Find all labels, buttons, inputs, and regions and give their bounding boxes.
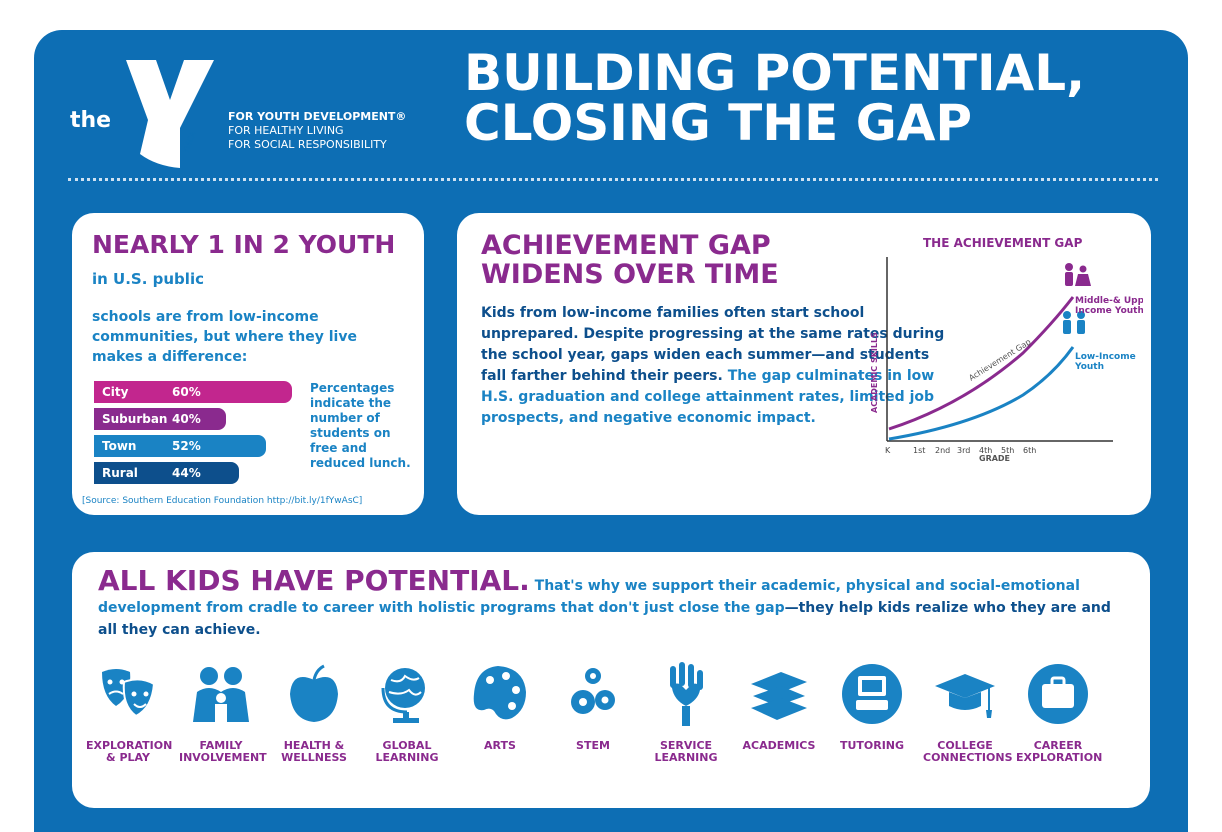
- program-label: GLOBAL LEARNING: [375, 739, 439, 764]
- two-children-icon: [1063, 311, 1085, 334]
- svg-text:YMCA: YMCA: [181, 130, 198, 156]
- program-item: SERVICE LEARNING: [644, 662, 728, 792]
- youth-headline: NEARLY 1 IN 2 YOUTH in U.S. public: [92, 231, 412, 293]
- potential-text: ALL KIDS HAVE POTENTIAL. That's why we s…: [98, 567, 1128, 641]
- program-label: STEM: [576, 739, 610, 752]
- program-item: HEALTH & WELLNESS: [272, 662, 356, 792]
- tagline-health: FOR HEALTHY LIVING: [228, 124, 344, 137]
- all-kids-potential-panel: ALL KIDS HAVE POTENTIAL. That's why we s…: [72, 552, 1150, 808]
- bar-value-label: 52%: [172, 439, 201, 453]
- bar-category-label: Town: [102, 439, 137, 453]
- x-tick-label: 3rd: [957, 446, 970, 455]
- x-tick-label: 5th: [1001, 446, 1014, 455]
- series-line-low-income: [888, 346, 1075, 441]
- youth-headline-big: NEARLY 1 IN 2 YOUTH: [92, 230, 396, 259]
- x-tick-label: K: [885, 446, 891, 455]
- bar-category-label: Suburban: [102, 412, 168, 426]
- program-item: EXPLORATION & PLAY: [86, 662, 173, 792]
- ymca-logo: YMCA: [126, 60, 214, 168]
- title-line-1: BUILDING POTENTIAL,: [464, 44, 1086, 102]
- page-title: BUILDING POTENTIAL, CLOSING THE GAP: [464, 48, 1164, 148]
- program-label: SERVICE LEARNING: [654, 739, 718, 764]
- x-tick-label: 2nd: [935, 446, 950, 455]
- potential-text-a: That's why we support their academic, ph…: [98, 578, 1080, 616]
- youth-body: schools are from low-income communities,…: [92, 309, 357, 365]
- bar-value-label: 60%: [172, 385, 201, 399]
- bar-value-label: 40%: [172, 412, 201, 426]
- bar-category-label: City: [102, 385, 129, 399]
- title-line-2: CLOSING THE GAP: [464, 94, 973, 152]
- program-label: ARTS: [484, 739, 516, 752]
- chart-title: THE ACHIEVEMENT GAP: [923, 236, 1083, 250]
- program-label: ACADEMICS: [742, 739, 816, 752]
- program-item: FAMILY INVOLVEMENT: [179, 662, 267, 792]
- youth-income-panel: NEARLY 1 IN 2 YOUTH in U.S. public schoo…: [72, 213, 424, 515]
- program-label: HEALTH & WELLNESS: [281, 739, 347, 764]
- x-tick-label: 6th: [1023, 446, 1036, 455]
- program-label: EXPLORATION & PLAY: [86, 739, 173, 764]
- income-bar-city: City 60%: [94, 381, 292, 403]
- chart-x-ticks: K 1st 2nd 3rd 4th 5th 6th: [885, 446, 1036, 455]
- source-citation: [Source: Southern Education Foundation h…: [82, 496, 363, 506]
- income-bar-town: Town 52%: [94, 435, 266, 457]
- family-icon: [193, 667, 249, 722]
- computer-icon: [842, 664, 902, 724]
- infographic-poster: YMCA the FOR YOUTH DEVELOPMENT® FOR HEAL…: [34, 30, 1188, 832]
- program-item: TUTORING: [830, 662, 914, 792]
- income-bar-suburban: Suburban 40%: [94, 408, 226, 430]
- gap-annotation: Achievement Gap: [967, 337, 1032, 382]
- gap-headline: ACHIEVEMENT GAP WIDENS OVER TIME: [481, 231, 841, 289]
- series-line-upper-income: [888, 296, 1075, 431]
- program-label: COLLEGE CONNECTIONS: [923, 739, 1013, 764]
- logo-the-text: the: [70, 108, 112, 133]
- legend-low-income: Low-Income Youth: [1074, 352, 1136, 372]
- bar-category-label: Rural: [102, 466, 138, 480]
- dotted-divider: [68, 178, 1158, 181]
- income-bar-rural: Rural 44%: [94, 462, 239, 484]
- achievement-gap-panel: ACHIEVEMENT GAP WIDENS OVER TIME Kids fr…: [457, 213, 1151, 515]
- two-children-icon: [1065, 263, 1091, 286]
- program-item: ACADEMICS: [737, 662, 821, 792]
- apple-icon: [290, 664, 338, 722]
- program-label: CAREER EXPLORATION: [1016, 739, 1103, 764]
- gap-headline-line-2: WIDENS OVER TIME: [481, 259, 779, 290]
- hand-heart-icon: [670, 662, 703, 726]
- gap-body: Kids from low-income families often star…: [481, 303, 951, 429]
- program-item: ARTS: [458, 662, 542, 792]
- youth-headline-tail: in U.S. public: [92, 270, 204, 288]
- program-item: GLOBAL LEARNING: [365, 662, 449, 792]
- chart-x-label: GRADE: [979, 454, 1010, 463]
- legend-upper-income: Middle-& Upper-Income Youth: [1075, 296, 1143, 316]
- briefcase-icon: [1028, 664, 1088, 724]
- tagline-youth: FOR YOUTH DEVELOPMENT®: [228, 110, 407, 123]
- logo-taglines: FOR YOUTH DEVELOPMENT® FOR HEALTHY LIVIN…: [228, 110, 406, 152]
- books-icon: [751, 672, 807, 720]
- x-tick-label: 4th: [979, 446, 992, 455]
- percentages-note: Percentages indicate the number of stude…: [310, 381, 411, 470]
- gap-headline-line-1: ACHIEVEMENT GAP: [481, 230, 771, 261]
- theater-masks-icon: [102, 669, 156, 718]
- gap-body-b: The gap culminates in low H.S. graduatio…: [481, 368, 935, 426]
- palette-icon: [473, 666, 526, 720]
- program-item: STEM: [551, 662, 635, 792]
- program-item: CAREER EXPLORATION: [1016, 662, 1103, 792]
- chart-y-label: ACADEMIC SKILLS: [870, 332, 879, 413]
- bar-value-label: 44%: [172, 466, 201, 480]
- program-label: FAMILY INVOLVEMENT: [179, 739, 267, 764]
- graduation-cap-icon: [935, 674, 995, 718]
- gap-body-a: Kids from low-income families often star…: [481, 305, 945, 384]
- potential-text-b: —they help kids realize who they are and…: [98, 600, 1111, 638]
- program-item: COLLEGE CONNECTIONS: [923, 662, 1013, 792]
- globe-icon: [381, 668, 425, 723]
- potential-headline: ALL KIDS HAVE POTENTIAL.: [98, 564, 530, 597]
- gears-icon: [571, 668, 615, 714]
- program-label: TUTORING: [839, 739, 905, 752]
- achievement-gap-chart: THE ACHIEVEMENT GAP ACADEMIC SKILLS GRAD…: [870, 236, 1143, 463]
- tagline-social: FOR SOCIAL RESPONSIBILITY: [228, 138, 387, 151]
- x-tick-label: 1st: [913, 446, 925, 455]
